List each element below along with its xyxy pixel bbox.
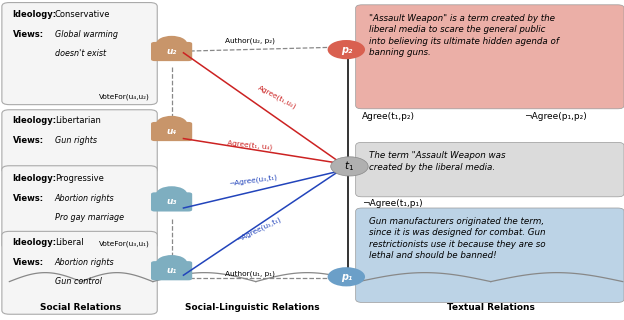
- Circle shape: [156, 255, 187, 271]
- Text: Ideology:: Ideology:: [12, 174, 57, 183]
- FancyBboxPatch shape: [356, 142, 624, 197]
- Text: p₂: p₂: [341, 44, 352, 55]
- FancyBboxPatch shape: [151, 42, 192, 61]
- FancyBboxPatch shape: [151, 122, 192, 141]
- Text: Gun manufacturers originated the term,
since it is was designed for combat. Gun
: Gun manufacturers originated the term, s…: [369, 217, 546, 260]
- Text: u₃: u₃: [167, 197, 177, 206]
- Text: VoteFor(u₄,u₂): VoteFor(u₄,u₂): [99, 94, 150, 100]
- Text: Author(u₁, p₁): Author(u₁, p₁): [225, 270, 275, 277]
- Text: Agree(t₁, u₄): Agree(t₁, u₄): [227, 140, 273, 151]
- Text: Libertarian: Libertarian: [55, 116, 101, 125]
- Text: ¬Agree(p₁,p₂): ¬Agree(p₁,p₂): [524, 112, 587, 121]
- FancyBboxPatch shape: [151, 192, 192, 212]
- Text: Author(u₂, p₂): Author(u₂, p₂): [225, 38, 275, 44]
- Text: u₄: u₄: [167, 127, 177, 136]
- Text: Views:: Views:: [12, 136, 44, 145]
- Text: ¬Agree(u₃,t₁): ¬Agree(u₃,t₁): [228, 174, 278, 188]
- Text: Textual Relations: Textual Relations: [447, 303, 535, 312]
- Text: u₂: u₂: [167, 47, 177, 56]
- Text: Abortion rights: Abortion rights: [55, 194, 115, 203]
- FancyBboxPatch shape: [2, 3, 157, 105]
- FancyBboxPatch shape: [356, 5, 624, 109]
- Text: Gun rights: Gun rights: [55, 136, 97, 145]
- Circle shape: [328, 267, 365, 286]
- Text: Pro gay marriage: Pro gay marriage: [55, 213, 124, 222]
- Text: Views:: Views:: [12, 30, 44, 39]
- Text: ¬Agree(u₁,t₁): ¬Agree(u₁,t₁): [236, 216, 282, 244]
- Circle shape: [331, 157, 368, 176]
- Circle shape: [156, 116, 187, 132]
- Text: Agree(t₁,p₂): Agree(t₁,p₂): [362, 112, 415, 121]
- Text: Ideology:: Ideology:: [12, 10, 57, 19]
- Text: Ideology:: Ideology:: [12, 116, 57, 125]
- Text: VoteFor(u₃,u₁): VoteFor(u₃,u₁): [99, 241, 150, 247]
- FancyBboxPatch shape: [2, 166, 157, 249]
- Text: doesn't exist: doesn't exist: [55, 49, 106, 58]
- FancyBboxPatch shape: [151, 261, 192, 280]
- Text: Agree(t₁,u₂): Agree(t₁,u₂): [257, 85, 298, 110]
- Circle shape: [156, 36, 187, 52]
- Text: "Assault Weapon" is a term created by the
liberal media to scare the general pub: "Assault Weapon" is a term created by th…: [369, 14, 559, 57]
- FancyBboxPatch shape: [356, 208, 624, 302]
- Text: p₁: p₁: [341, 272, 352, 282]
- Text: Liberal: Liberal: [55, 238, 84, 247]
- FancyBboxPatch shape: [2, 110, 157, 173]
- Text: Progressive: Progressive: [55, 174, 104, 183]
- Circle shape: [328, 40, 365, 59]
- Text: Abortion rights: Abortion rights: [55, 258, 115, 267]
- Text: The term "Assault Weapon was
created by the liberal media.: The term "Assault Weapon was created by …: [369, 151, 506, 172]
- Text: Views:: Views:: [12, 194, 44, 203]
- Circle shape: [156, 186, 187, 202]
- Text: Global warming: Global warming: [55, 30, 118, 39]
- Text: $t_1$: $t_1$: [344, 159, 354, 173]
- Text: u₁: u₁: [167, 266, 177, 275]
- Text: Views:: Views:: [12, 258, 44, 267]
- Text: ¬Agree(t₁,p₁): ¬Agree(t₁,p₁): [362, 199, 422, 208]
- Text: Social Relations: Social Relations: [41, 303, 122, 312]
- Text: Social-Linguistic Relations: Social-Linguistic Relations: [185, 303, 320, 312]
- FancyBboxPatch shape: [2, 231, 157, 314]
- Text: Ideology:: Ideology:: [12, 238, 57, 247]
- Text: Conservative: Conservative: [55, 10, 110, 19]
- Text: Gun control: Gun control: [55, 277, 102, 286]
